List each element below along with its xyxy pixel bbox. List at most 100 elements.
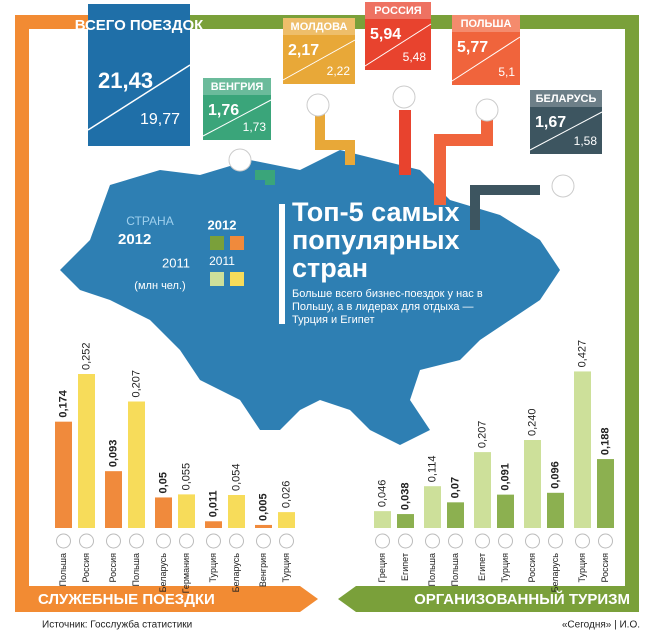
headline-title: Топ-5 самых популярных стран [292, 198, 460, 283]
chart-title: ОРГАНИЗОВАННЫЙ ТУРИЗМ [414, 590, 630, 608]
flag [79, 533, 94, 549]
x-tick-label: Россия [600, 553, 610, 583]
value-label: 0,038 [399, 483, 411, 511]
flag [306, 93, 330, 117]
band-right [338, 586, 639, 612]
bar [155, 497, 172, 528]
value-label: 0,005 [257, 493, 269, 521]
x-tick-label: Греция [377, 553, 387, 583]
flag [56, 533, 71, 549]
value-label: 0,093 [107, 440, 119, 468]
x-tick-label: Венгрия [258, 553, 268, 587]
legend-color-top: 2012 [208, 217, 237, 232]
bar [397, 514, 414, 528]
swatch [210, 236, 224, 250]
totals-2011: 19,77 [140, 111, 180, 128]
flag [156, 533, 171, 549]
flag [279, 533, 294, 549]
flag [206, 533, 221, 549]
bar [105, 471, 122, 528]
bar [474, 452, 491, 528]
swatch [210, 272, 224, 286]
x-tick-label: Польша [450, 553, 460, 586]
legend-year-bottom: 2011 [162, 255, 190, 270]
flag [551, 174, 575, 198]
bar [228, 495, 245, 528]
divider [202, 99, 272, 137]
value-label: 0,046 [376, 480, 388, 508]
flag [548, 533, 563, 549]
value-label: 0,427 [576, 340, 588, 368]
bar [574, 371, 591, 528]
x-tick-label: Турция [281, 553, 291, 583]
credit: «Сегодня» | И.О. [562, 620, 640, 631]
map [60, 150, 560, 445]
divider [364, 23, 432, 67]
flag [598, 533, 613, 549]
country-2012: 5,77 [457, 39, 488, 56]
x-tick-label: Египет [477, 553, 487, 581]
country-2012: 1,76 [208, 102, 239, 119]
value-label: 0,188 [599, 428, 611, 456]
swatch [230, 236, 244, 250]
bar [374, 511, 391, 528]
legend-country: СТРАНА [126, 214, 173, 228]
chart-title: СЛУЖЕБНЫЕ ПОЕЗДКИ [38, 591, 215, 608]
value-label: 0,055 [180, 463, 192, 491]
x-tick-label: Россия [81, 553, 91, 583]
x-tick-label: Турция [208, 553, 218, 583]
divider [87, 64, 191, 131]
frame-left [15, 15, 88, 600]
x-tick-label: Россия [527, 553, 537, 583]
band-left [15, 586, 318, 612]
country-2011: 5,48 [403, 50, 427, 64]
totals-2012: 21,43 [98, 68, 153, 93]
value-label: 0,091 [499, 463, 511, 491]
flag [525, 533, 540, 549]
flag [392, 85, 416, 109]
bar [447, 502, 464, 528]
flag [129, 533, 144, 549]
flag [256, 533, 271, 549]
value-label: 0,207 [476, 421, 488, 449]
x-tick-label: Беларусь [231, 553, 241, 593]
swatch [230, 272, 244, 286]
divider [282, 39, 356, 81]
country-name-bg [530, 90, 602, 107]
arrow-moldova [315, 110, 355, 165]
x-tick-label: Германия [181, 553, 191, 593]
country-name-bg [365, 2, 431, 19]
country-name: ВЕНГРИЯ [211, 81, 264, 93]
flag [375, 533, 390, 549]
bar [78, 374, 95, 528]
legend: СТРАНА 2012 2011 (млн чел.) 2012 2011 [118, 214, 244, 292]
x-tick-label: Россия [108, 553, 118, 583]
country-name-bg [203, 78, 271, 95]
bar [424, 486, 441, 528]
x-tick-label: Польша [131, 553, 141, 586]
flag [448, 533, 463, 549]
value-label: 0,252 [80, 342, 92, 370]
totals-label: ВСЕГО ПОЕЗДОК [75, 17, 204, 34]
arrow-hungary [255, 170, 275, 185]
flag [228, 148, 252, 172]
flag [475, 98, 499, 122]
value-label: 0,240 [526, 408, 538, 436]
country-name: БЕЛАРУСЬ [536, 93, 597, 105]
country-2012: 2,17 [288, 42, 319, 59]
value-label: 0,05 [157, 472, 169, 493]
country-2012: 1,67 [535, 114, 566, 131]
value-label: 0,026 [280, 481, 292, 509]
headline-bar [279, 204, 285, 324]
bar [128, 401, 145, 528]
country-name-bg [452, 15, 520, 32]
country-name: МОЛДОВА [291, 21, 348, 33]
bar [255, 524, 272, 528]
arrow-belarus [470, 185, 540, 230]
flag [229, 533, 244, 549]
country-name: РОССИЯ [374, 5, 422, 17]
country-name-bg [283, 18, 355, 35]
country-2012: 5,94 [370, 26, 401, 43]
flag [498, 533, 513, 549]
